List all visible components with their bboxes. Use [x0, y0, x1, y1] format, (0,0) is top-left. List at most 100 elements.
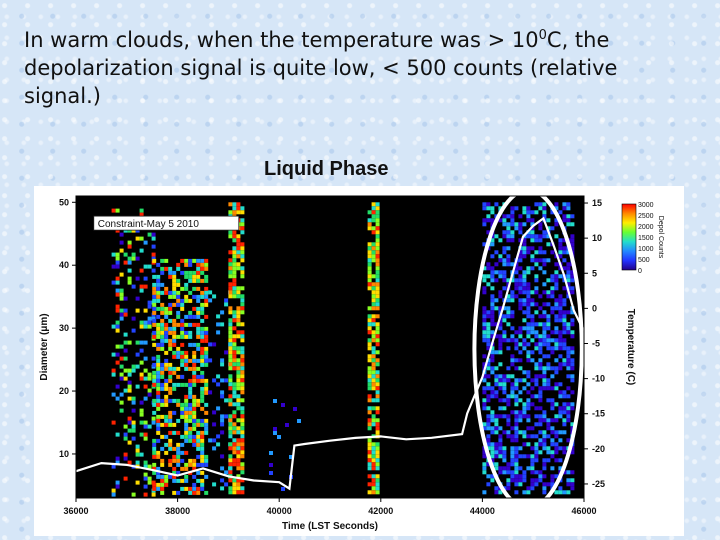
heatmap-cell [522, 318, 527, 323]
heatmap-cell [176, 430, 181, 435]
heatmap-cell [371, 466, 376, 471]
heatmap-cell [228, 330, 233, 335]
heatmap-cell [542, 354, 547, 359]
heatmap-cell [526, 390, 531, 395]
heatmap-cell [172, 326, 177, 331]
heatmap-cell [143, 384, 148, 389]
heatmap-cell [204, 294, 209, 299]
heatmap-cell [156, 470, 161, 475]
heatmap-cell [135, 276, 140, 281]
heatmap-cell [486, 282, 491, 287]
heatmap-cell [152, 378, 157, 383]
heatmap-cell [240, 410, 245, 415]
heatmap-cell [570, 274, 575, 279]
heatmap-cell [514, 466, 519, 471]
heatmap-cell [490, 478, 495, 483]
heatmap-cell [371, 318, 376, 323]
heatmap-cell [375, 322, 380, 327]
heatmap-cell [498, 374, 503, 379]
heatmap-cell [371, 202, 376, 207]
heatmap-cell [139, 324, 144, 329]
heatmap-cell [546, 354, 551, 359]
heatmap-cell [115, 252, 120, 257]
heatmap-cell [156, 354, 161, 359]
heatmap-cell [502, 430, 507, 435]
heatmap-cell [228, 478, 233, 483]
heatmap-cell [196, 378, 201, 383]
heatmap-cell [204, 378, 209, 383]
heatmap-cell [152, 306, 157, 311]
heatmap-cell [204, 390, 209, 395]
heatmap-cell [228, 362, 233, 367]
heatmap-cell [212, 482, 217, 487]
heatmap-cell [240, 222, 245, 227]
heatmap-cell [192, 258, 197, 263]
colorbar-tick-label: 2000 [638, 224, 654, 231]
heatmap-cell [371, 302, 376, 307]
heatmap-cell [228, 334, 233, 339]
heatmap-cell [172, 458, 177, 463]
heatmap-cell [498, 274, 503, 279]
heatmap-cell [232, 262, 237, 267]
heatmap-cell [375, 430, 380, 435]
heatmap-cell [127, 440, 132, 445]
heatmap-cell [143, 484, 148, 489]
heatmap-cell [232, 310, 237, 315]
heatmap-cell [562, 246, 567, 251]
heatmap-cell [498, 378, 503, 383]
heatmap-cell [115, 260, 120, 265]
heatmap-cell [514, 226, 519, 231]
heatmap-cell [510, 454, 515, 459]
heatmap-cell [482, 286, 487, 291]
heatmap-cell [506, 462, 511, 467]
heatmap-cell [196, 334, 201, 339]
heatmap-cell [498, 426, 503, 431]
heatmap-cell [498, 454, 503, 459]
heatmap-cell [506, 470, 511, 475]
heatmap-cell [534, 422, 539, 427]
heatmap-cell [530, 446, 535, 451]
heatmap-cell [160, 330, 165, 335]
heatmap-cell [188, 402, 193, 407]
heatmap-cell [228, 274, 233, 279]
heatmap-cell [530, 238, 535, 243]
heatmap-cell [204, 314, 209, 319]
heatmap-cell [514, 402, 519, 407]
heatmap-cell [518, 358, 523, 363]
heatmap-cell [184, 362, 189, 367]
heatmap-cell [546, 278, 551, 283]
heatmap-cell [240, 390, 245, 395]
heatmap-cell [558, 242, 563, 247]
heatmap-cell [176, 442, 181, 447]
heatmap-cell [156, 290, 161, 295]
heatmap-cell [375, 250, 380, 255]
heatmap-cell [240, 406, 245, 411]
heatmap-cell [510, 314, 515, 319]
heatmap-cell [115, 396, 120, 401]
heatmap-cell [232, 490, 237, 495]
heatmap-cell [546, 458, 551, 463]
heatmap-cell [228, 466, 233, 471]
heatmap-cell [538, 450, 543, 455]
heatmap-cell [240, 414, 245, 419]
heatmap-cell [151, 244, 156, 249]
heatmap-cell [164, 266, 169, 271]
heatmap-cell [558, 430, 563, 435]
heatmap-cell [490, 454, 495, 459]
heatmap-cell [127, 240, 132, 245]
heatmap-cell [200, 326, 205, 331]
heatmap-cell [570, 334, 575, 339]
heatmap-cell [514, 342, 519, 347]
heatmap-cell [220, 422, 225, 427]
heatmap-cell [502, 222, 507, 227]
heatmap-cell [490, 450, 495, 455]
heatmap-cell [240, 366, 245, 371]
heatmap-cell [156, 262, 161, 267]
heatmap-cell [123, 452, 128, 457]
heatmap-cell [375, 454, 380, 459]
heatmap-cell [510, 426, 515, 431]
heatmap-cell [534, 394, 539, 399]
heatmap-cell [558, 438, 563, 443]
heatmap-cell [570, 406, 575, 411]
heatmap-cell [375, 274, 380, 279]
